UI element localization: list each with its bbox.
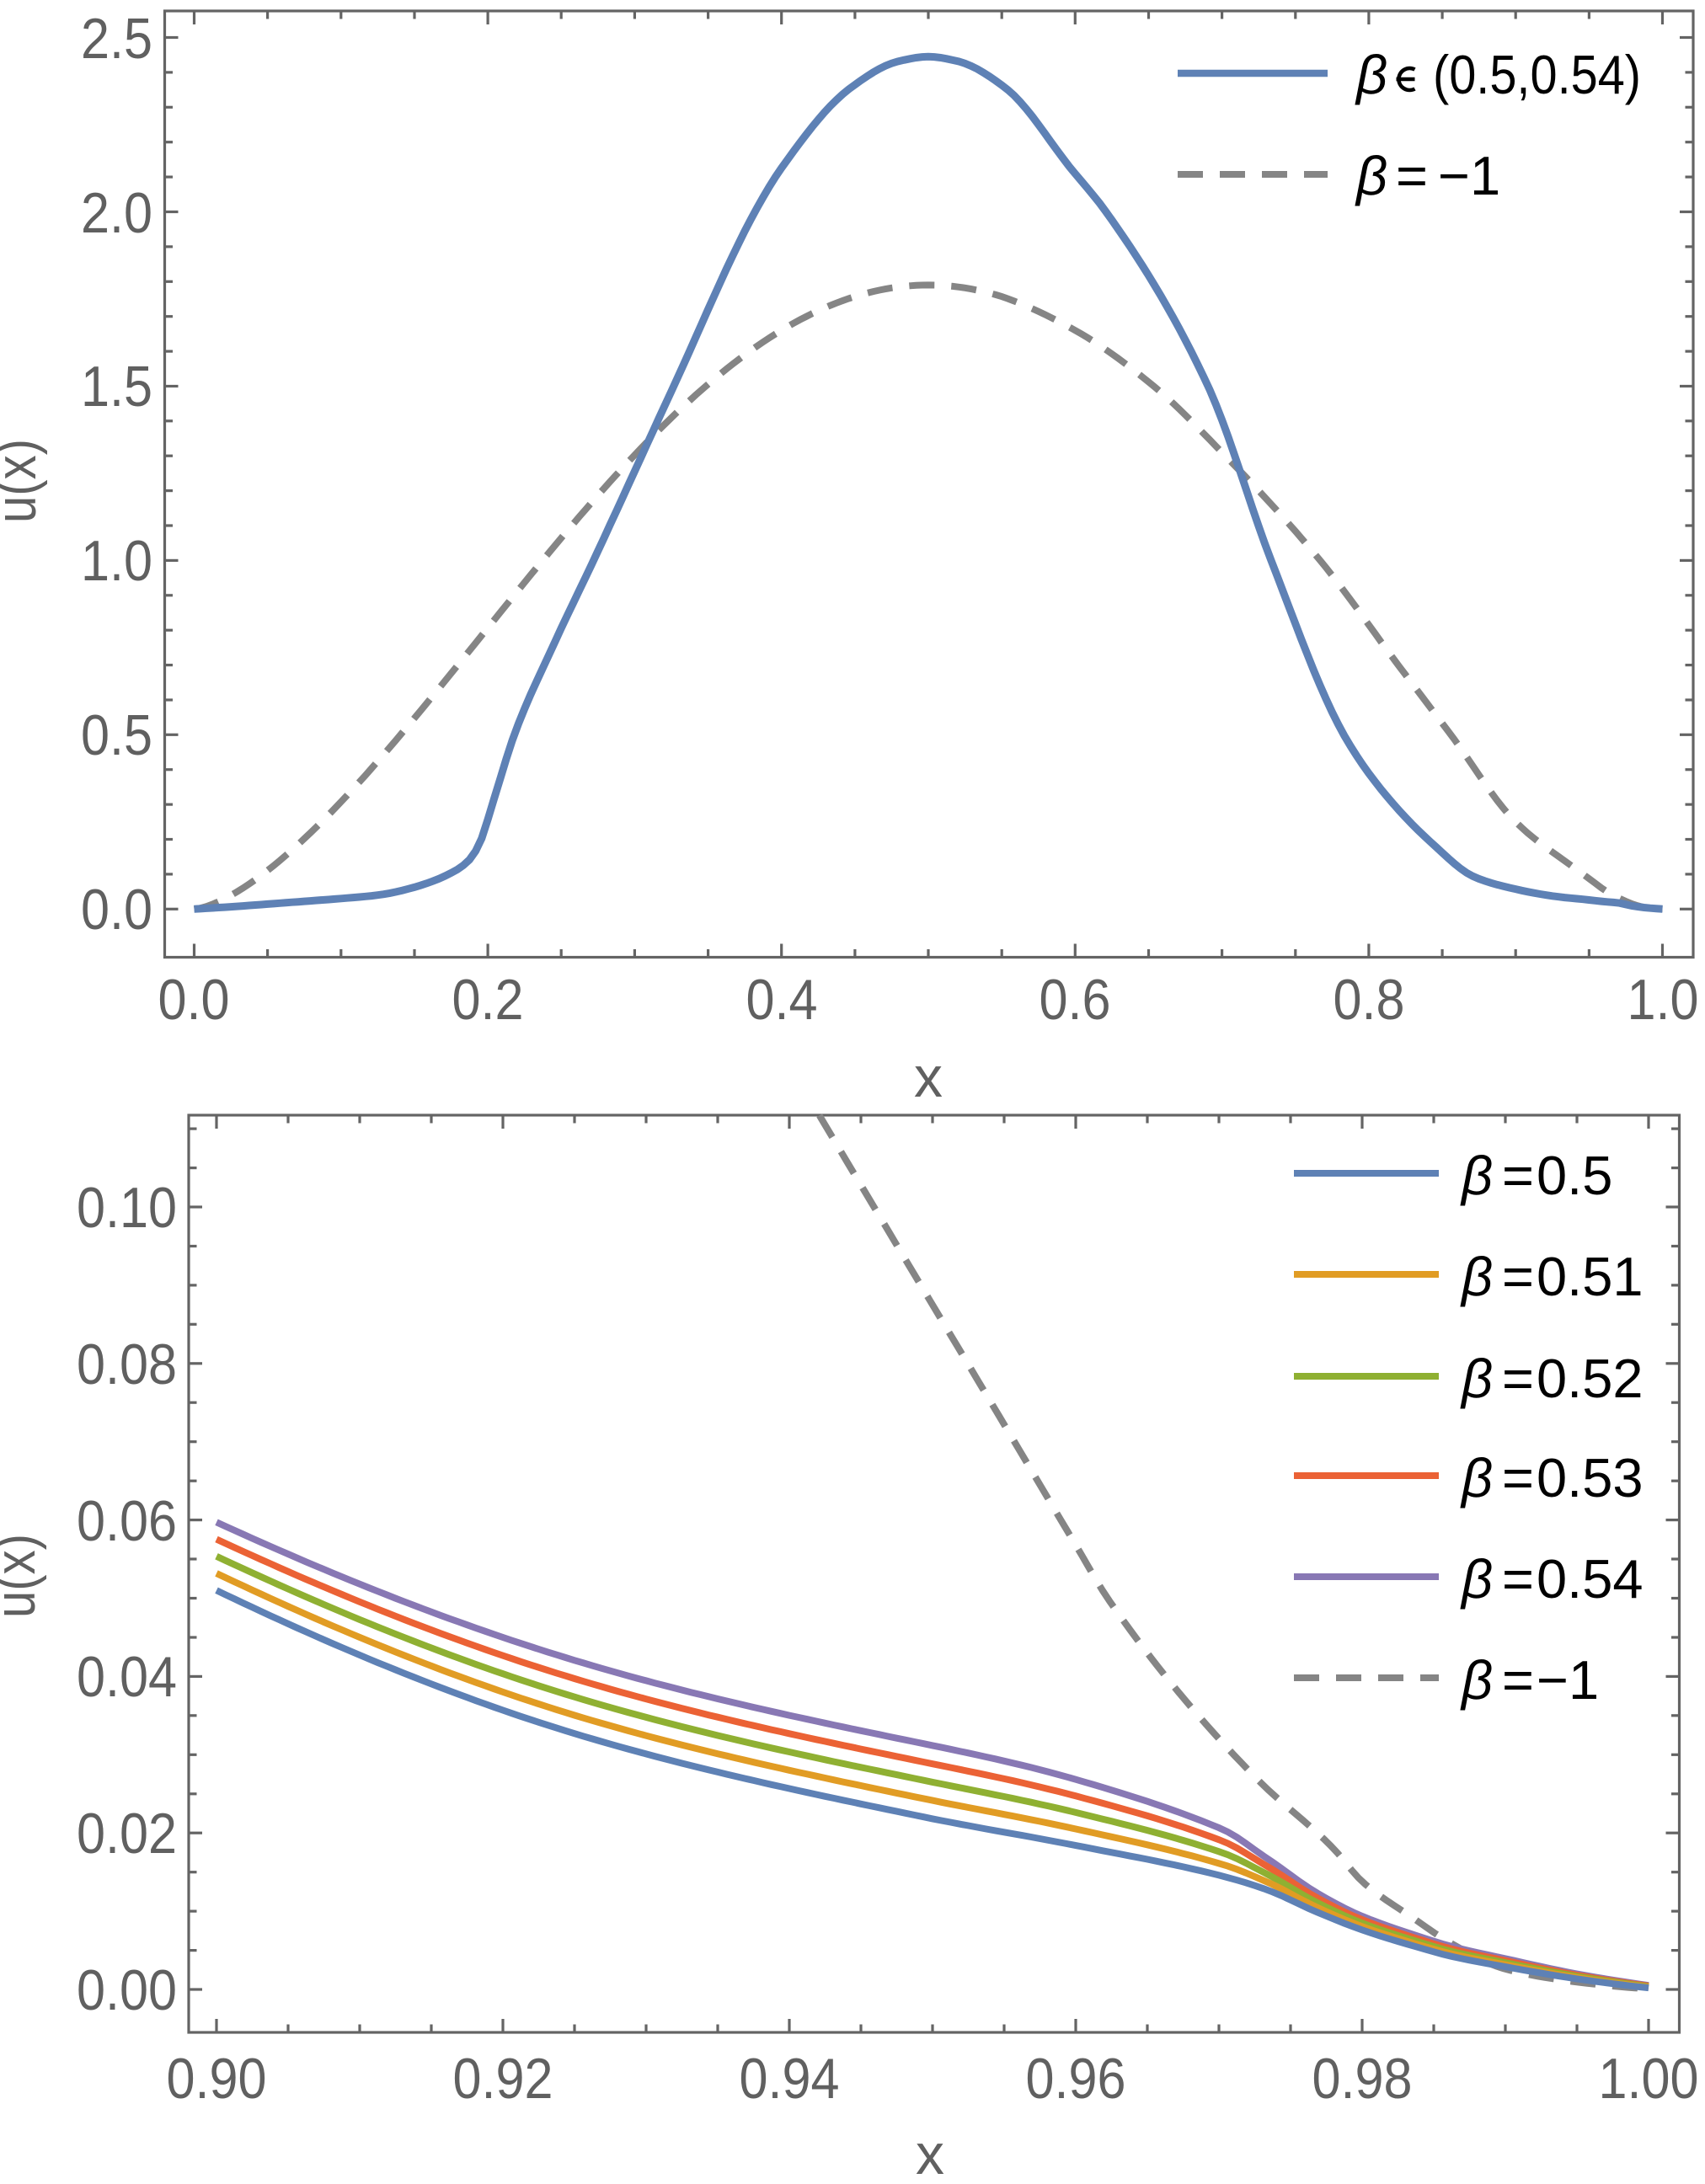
svg-text:0.8: 0.8: [1334, 968, 1405, 1032]
svg-text:0.06: 0.06: [77, 1489, 177, 1553]
svg-text:(0.5,0.54): (0.5,0.54): [1433, 44, 1641, 105]
svg-text:β: β: [1355, 145, 1387, 206]
svg-text:0.02: 0.02: [77, 1802, 177, 1866]
svg-text:0.90: 0.90: [167, 2047, 267, 2111]
svg-text:x: x: [916, 2123, 944, 2184]
svg-text:−1: −1: [1438, 145, 1500, 206]
svg-text:0.0: 0.0: [158, 968, 230, 1032]
svg-text:=: =: [1502, 1649, 1534, 1711]
svg-text:0.08: 0.08: [77, 1332, 177, 1396]
svg-text:0.98: 0.98: [1312, 2047, 1413, 2111]
svg-text:x: x: [914, 1045, 943, 1109]
svg-text:0.54: 0.54: [1537, 1548, 1644, 1610]
svg-text:u(x): u(x): [0, 439, 48, 523]
svg-text:u(x): u(x): [0, 1534, 47, 1618]
svg-text:0.5: 0.5: [1537, 1145, 1612, 1206]
svg-text:β: β: [1460, 1348, 1493, 1409]
svg-text:0.52: 0.52: [1537, 1348, 1644, 1409]
svg-text:2.0: 2.0: [81, 181, 152, 245]
svg-text:β: β: [1460, 1548, 1493, 1610]
svg-text:=: =: [1502, 1145, 1534, 1206]
svg-text:=: =: [1502, 1548, 1534, 1610]
svg-text:2.5: 2.5: [81, 7, 152, 71]
svg-text:1.0: 1.0: [1628, 968, 1699, 1032]
svg-text:0.5: 0.5: [81, 703, 152, 767]
svg-text:β: β: [1460, 1246, 1493, 1307]
svg-text:0.2: 0.2: [452, 968, 524, 1032]
svg-text:=: =: [1502, 1447, 1534, 1509]
svg-text:0.10: 0.10: [77, 1176, 177, 1240]
svg-text:0.96: 0.96: [1026, 2047, 1126, 2111]
svg-text:0.92: 0.92: [453, 2047, 553, 2111]
svg-text:β: β: [1355, 44, 1387, 105]
svg-text:β: β: [1460, 1145, 1493, 1206]
svg-text:−1: −1: [1537, 1649, 1599, 1711]
svg-text:β: β: [1460, 1649, 1493, 1711]
svg-text:0.51: 0.51: [1537, 1246, 1644, 1307]
svg-text:1.0: 1.0: [81, 529, 152, 593]
svg-text:0.00: 0.00: [77, 1958, 177, 2022]
svg-text:β: β: [1460, 1447, 1493, 1509]
svg-text:=: =: [1396, 145, 1428, 206]
svg-text:0.0: 0.0: [81, 878, 152, 942]
svg-text:0.4: 0.4: [746, 968, 818, 1032]
svg-text:=: =: [1502, 1348, 1534, 1409]
svg-text:1.00: 1.00: [1599, 2047, 1699, 2111]
svg-text:0.04: 0.04: [77, 1645, 177, 1709]
svg-text:1.5: 1.5: [81, 355, 152, 419]
svg-text:0.6: 0.6: [1040, 968, 1111, 1032]
svg-text:0.94: 0.94: [740, 2047, 840, 2111]
svg-text:=: =: [1502, 1246, 1534, 1307]
svg-text:0.53: 0.53: [1537, 1447, 1644, 1509]
